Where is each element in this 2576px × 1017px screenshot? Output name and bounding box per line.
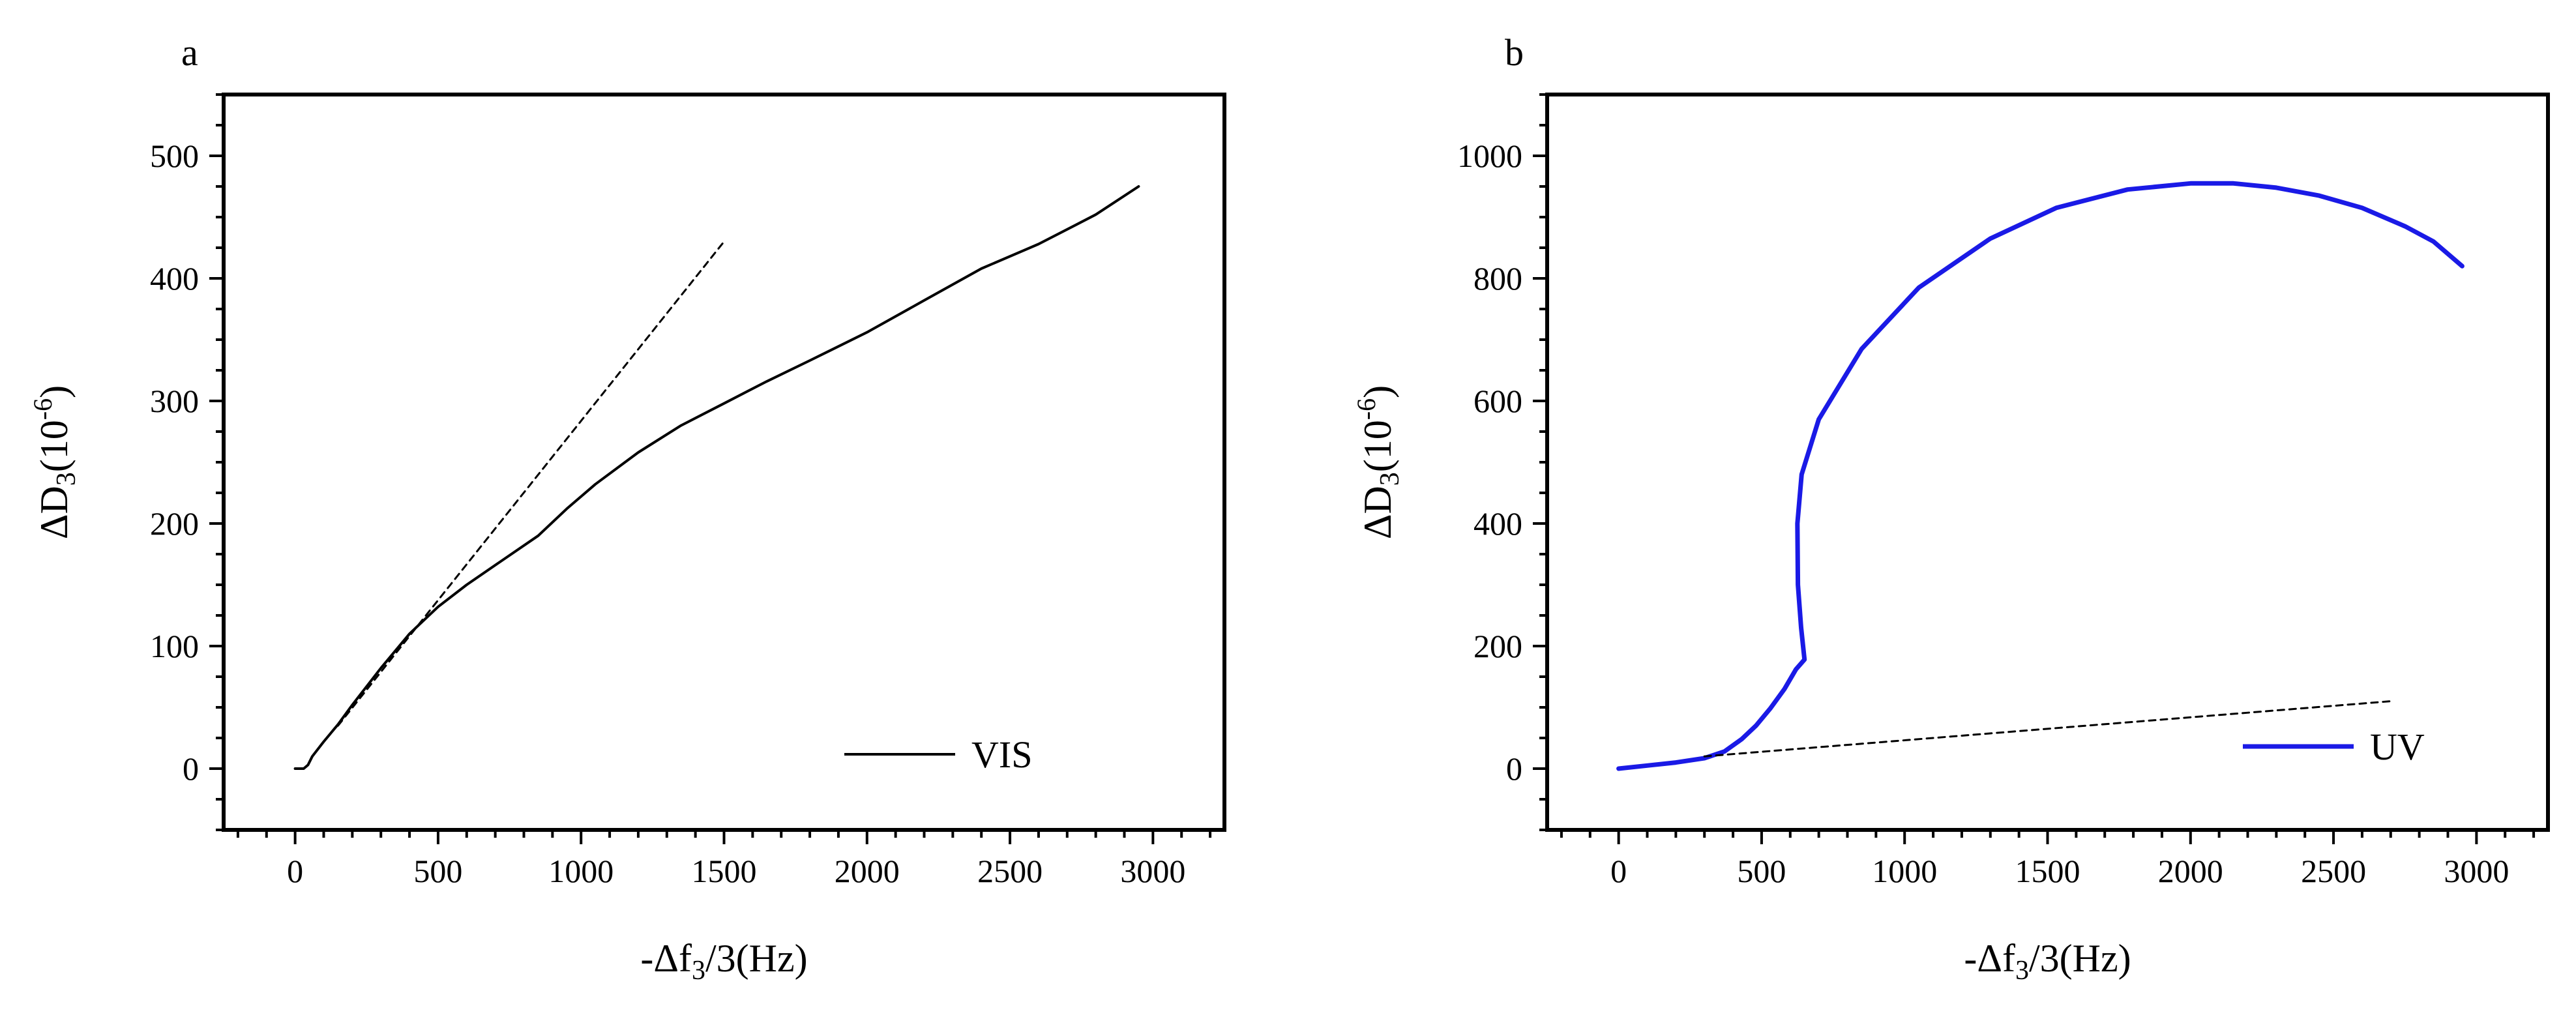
x-tick-label: 2500	[977, 853, 1043, 889]
y-tick-label: 300	[150, 383, 199, 419]
y-axis-title-superscript: -6	[28, 398, 57, 420]
y-axis-title-subscript: 3	[1375, 472, 1405, 486]
panel-a: a 0 500 1000 1500 2000 2500 3000 0 100 200 300 400 50…	[28, 31, 1226, 986]
x-tick-label: 3000	[2444, 853, 2509, 889]
y-axis-title-main: ΔD	[1356, 486, 1399, 539]
y-tick-label: 200	[150, 505, 199, 542]
x-tick-label: 1000	[548, 853, 614, 889]
y-tick-label: 400	[150, 260, 199, 297]
y-tick-label: 100	[150, 628, 199, 664]
series-line-tangent	[336, 241, 725, 727]
y-axis-title-unit: (10	[1356, 420, 1399, 472]
x-tick-label: 500	[413, 853, 462, 889]
y-tick-label: 0	[183, 750, 199, 787]
x-tick-label: 0	[1610, 853, 1627, 889]
y-axis-title-subscript: 3	[52, 472, 81, 486]
x-tick-label: 1000	[1872, 853, 1937, 889]
x-axis-title-subscript: 3	[692, 956, 705, 986]
x-axis-title-main: -Δf	[1964, 937, 2015, 980]
x-tick-label: 2000	[835, 853, 900, 889]
y-axis-title: ΔD3(10-6)	[28, 385, 81, 539]
y-tick-label: 400	[1473, 505, 1522, 542]
x-axis-title-rest: /3(Hz)	[2029, 937, 2131, 980]
panel-label: a	[181, 31, 198, 74]
x-tick-label: 1500	[2015, 853, 2080, 889]
y-axis-title-close: )	[33, 385, 76, 398]
panel-b: b 0 500 1000 1500 2000 2500 3000 0 200 400 600 800 10…	[1352, 31, 2550, 986]
x-axis-title-rest: /3(Hz)	[705, 937, 808, 980]
x-tick-label: 1500	[692, 853, 757, 889]
legend-label: UV	[2370, 726, 2425, 768]
plot-frame	[1545, 93, 2550, 832]
plot-frame	[222, 93, 1226, 832]
x-tick-label: 0	[287, 853, 303, 889]
panel-label: b	[1505, 31, 1524, 74]
x-axis-title-subscript: 3	[2015, 956, 2029, 986]
y-tick-label: 1000	[1457, 138, 1522, 174]
x-axis-title: -Δf3/3(Hz)	[1964, 937, 2131, 986]
y-axis-title: ΔD3(10-6)	[1352, 385, 1405, 539]
y-tick-label: 200	[1473, 628, 1522, 664]
x-tick-label: 2500	[2301, 853, 2366, 889]
legend-label: VIS	[971, 733, 1032, 776]
series-line-baseline	[1703, 700, 2392, 758]
series-line-uv	[1616, 181, 2465, 771]
y-tick-label: 600	[1473, 383, 1522, 419]
x-axis-title: -Δf3/3(Hz)	[640, 937, 807, 986]
y-axis-title-unit: (10	[33, 420, 76, 472]
y-tick-label: 500	[150, 138, 199, 174]
x-tick-label: 500	[1737, 853, 1786, 889]
series-line-vis	[293, 185, 1140, 770]
x-axis-title-main: -Δf	[640, 937, 692, 980]
y-tick-label: 0	[1506, 750, 1522, 787]
y-axis-title-superscript: -6	[1352, 398, 1381, 420]
x-tick-label: 3000	[1120, 853, 1185, 889]
y-axis-title-main: ΔD	[33, 486, 76, 539]
y-tick-label: 800	[1473, 260, 1522, 297]
x-tick-label: 2000	[2158, 853, 2223, 889]
y-axis-title-close: )	[1356, 385, 1399, 398]
